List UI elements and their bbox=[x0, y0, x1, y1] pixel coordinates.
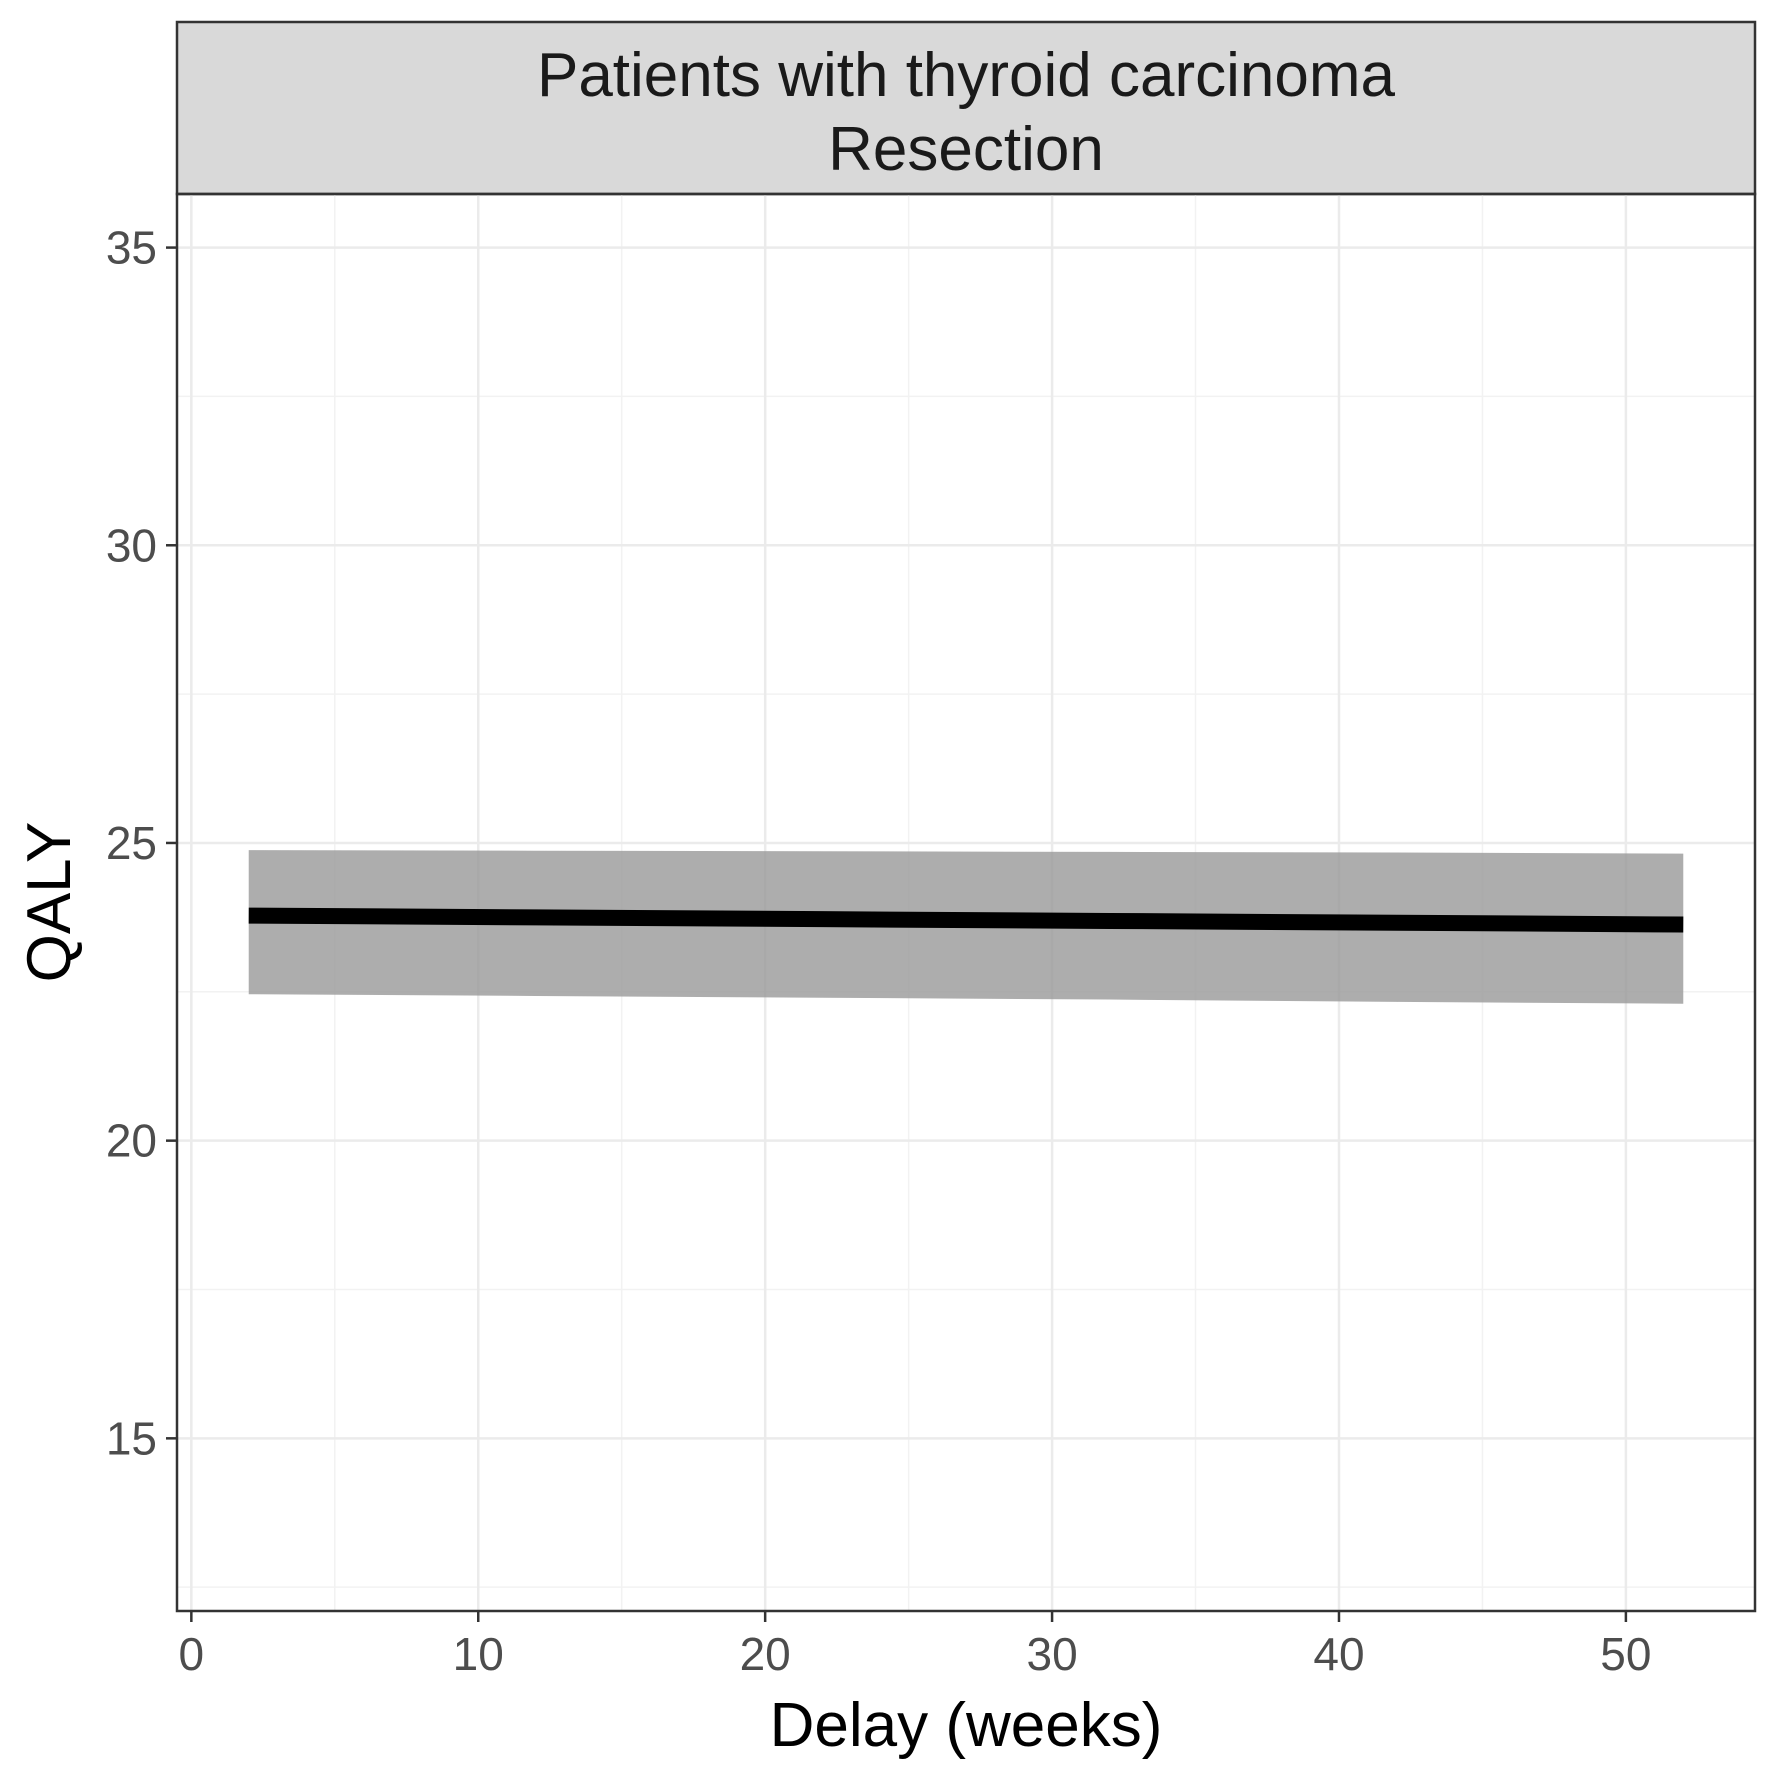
panel-border bbox=[175, 192, 1757, 1613]
y-axis-ticks: 15 20 25 30 35 bbox=[106, 222, 177, 1464]
x-tick-label: 40 bbox=[1313, 1628, 1364, 1680]
y-axis-title: QALY bbox=[15, 822, 84, 983]
x-tick-label: 0 bbox=[179, 1628, 205, 1680]
facet-strip-line-2: Resection bbox=[828, 115, 1104, 184]
x-axis-ticks: 0 10 20 30 40 50 bbox=[179, 1611, 1651, 1680]
x-tick-label: 20 bbox=[740, 1628, 791, 1680]
facet-strip-line-1: Patients with thyroid carcinoma bbox=[537, 41, 1396, 110]
series-line bbox=[248, 907, 1684, 933]
x-tick-label: 10 bbox=[453, 1628, 504, 1680]
y-tick-label: 20 bbox=[106, 1115, 157, 1167]
x-tick-label: 30 bbox=[1026, 1628, 1077, 1680]
x-axis-title: Delay (weeks) bbox=[770, 1691, 1163, 1760]
y-tick-label: 25 bbox=[106, 817, 157, 869]
y-tick-label: 35 bbox=[106, 222, 157, 274]
y-tick-label: 30 bbox=[106, 519, 157, 571]
series-lines bbox=[248, 907, 1684, 933]
x-tick-label: 50 bbox=[1600, 1628, 1651, 1680]
facet-strip bbox=[175, 20, 1757, 196]
y-tick-label: 15 bbox=[106, 1412, 157, 1464]
